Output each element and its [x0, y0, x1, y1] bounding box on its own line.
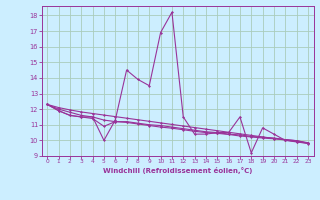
X-axis label: Windchill (Refroidissement éolien,°C): Windchill (Refroidissement éolien,°C): [103, 167, 252, 174]
